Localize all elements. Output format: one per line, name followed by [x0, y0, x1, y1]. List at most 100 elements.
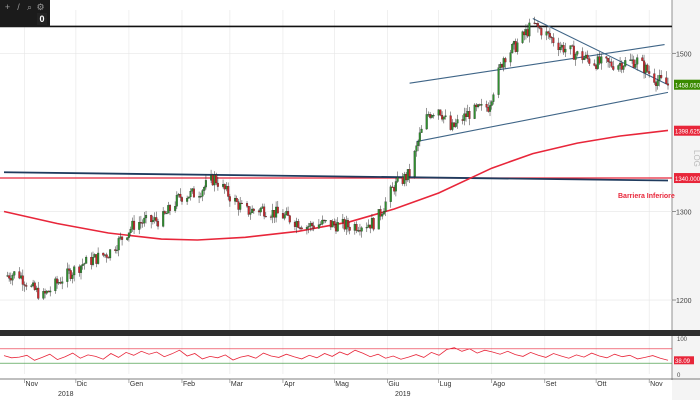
candle-body	[129, 228, 132, 233]
candle-body	[524, 29, 527, 36]
candle-body	[355, 224, 358, 231]
draw-icon[interactable]: /	[17, 2, 20, 12]
candle-body	[235, 198, 238, 202]
candle-body	[271, 210, 274, 218]
candle-body	[305, 227, 308, 230]
candle-body	[463, 113, 466, 121]
candle-body	[336, 222, 339, 232]
candle-body	[150, 215, 153, 223]
candle-body	[384, 201, 387, 212]
candle-body	[333, 221, 336, 225]
candle-body	[658, 75, 661, 81]
x-tick-label: Feb	[183, 381, 195, 388]
candle-body	[581, 51, 584, 60]
candle-body	[11, 275, 14, 281]
candle-body	[138, 222, 141, 230]
candle-body	[509, 52, 512, 63]
candle-body	[394, 181, 397, 192]
candle-body	[115, 249, 118, 251]
candle-body	[538, 26, 541, 29]
x-tick-label: Mar	[231, 381, 244, 388]
candle-body	[191, 188, 194, 192]
x-tick-label: Gen	[130, 381, 143, 388]
candle-body	[526, 29, 529, 37]
panel-separator	[0, 330, 700, 336]
candle-body	[93, 254, 96, 258]
candle-body	[156, 221, 160, 227]
candle-body	[548, 33, 551, 38]
candle-body	[78, 266, 81, 273]
candle-body	[442, 116, 445, 120]
candle-body	[9, 278, 12, 281]
candle-body	[596, 56, 599, 69]
candle-body	[47, 290, 50, 293]
candle-body	[20, 275, 23, 279]
candle-body	[370, 218, 373, 229]
candle-body	[247, 206, 250, 215]
candle-body	[377, 209, 380, 230]
candle-body	[329, 220, 332, 228]
candle-body	[468, 111, 471, 119]
candle-body	[564, 48, 567, 53]
candle-body	[521, 31, 524, 43]
candle-body	[126, 237, 129, 240]
candle-body	[429, 114, 432, 118]
candle-body	[165, 213, 168, 215]
candle-body	[199, 196, 202, 198]
settings-icon[interactable]: ⚙	[36, 2, 45, 12]
candle-body	[528, 22, 531, 37]
log-scale-label: LOG	[692, 150, 700, 167]
candle-body	[295, 221, 298, 227]
candle-body	[490, 101, 493, 106]
candle-body	[192, 188, 195, 198]
candle-body	[283, 214, 286, 219]
candle-body	[437, 109, 440, 116]
candle-body	[574, 54, 577, 60]
candle-body	[396, 177, 399, 182]
candle-body	[367, 224, 370, 228]
candle-body	[622, 65, 625, 70]
trendline-channel-lower	[416, 91, 669, 143]
candle-body	[97, 252, 100, 264]
candle-body	[353, 224, 356, 231]
candle-body	[634, 64, 637, 68]
candle-body	[25, 285, 28, 287]
candle-body	[189, 190, 192, 198]
candle-body	[444, 115, 447, 118]
candle-body	[237, 201, 240, 210]
oscillator-value-label: 38.09	[675, 359, 691, 365]
x-tick-label: Ago	[493, 381, 506, 388]
candle-body	[91, 257, 95, 265]
candle-body	[612, 66, 615, 70]
candle-body	[175, 195, 178, 207]
candle-body	[466, 111, 469, 117]
candle-body	[401, 177, 404, 184]
candle-body	[552, 37, 555, 44]
candle-body	[179, 193, 182, 198]
oscillator-y-tick-label: 0	[677, 373, 681, 379]
candle-body	[624, 60, 627, 67]
candle-body	[485, 104, 488, 108]
candle-body	[324, 220, 327, 222]
alert-count-badge[interactable]: 0	[37, 13, 47, 25]
candle-body	[413, 151, 416, 177]
candle-body	[245, 203, 249, 207]
candle-body	[109, 249, 112, 259]
candle-body	[511, 44, 514, 53]
candle-body	[322, 219, 326, 221]
candle-body	[571, 45, 574, 47]
candle-body	[285, 211, 288, 215]
candle-body	[240, 202, 243, 205]
candle-body	[610, 61, 613, 67]
candle-body	[451, 122, 454, 130]
move-icon[interactable]: +	[4, 2, 11, 12]
candle-body	[33, 282, 36, 290]
candle-body	[415, 145, 418, 152]
zoom-icon[interactable]: ⌕	[26, 2, 33, 12]
candle-body	[357, 230, 360, 232]
candle-body	[488, 105, 492, 112]
candle-body	[512, 41, 516, 45]
candle-body	[365, 227, 368, 229]
year-label: 2018	[58, 391, 74, 398]
